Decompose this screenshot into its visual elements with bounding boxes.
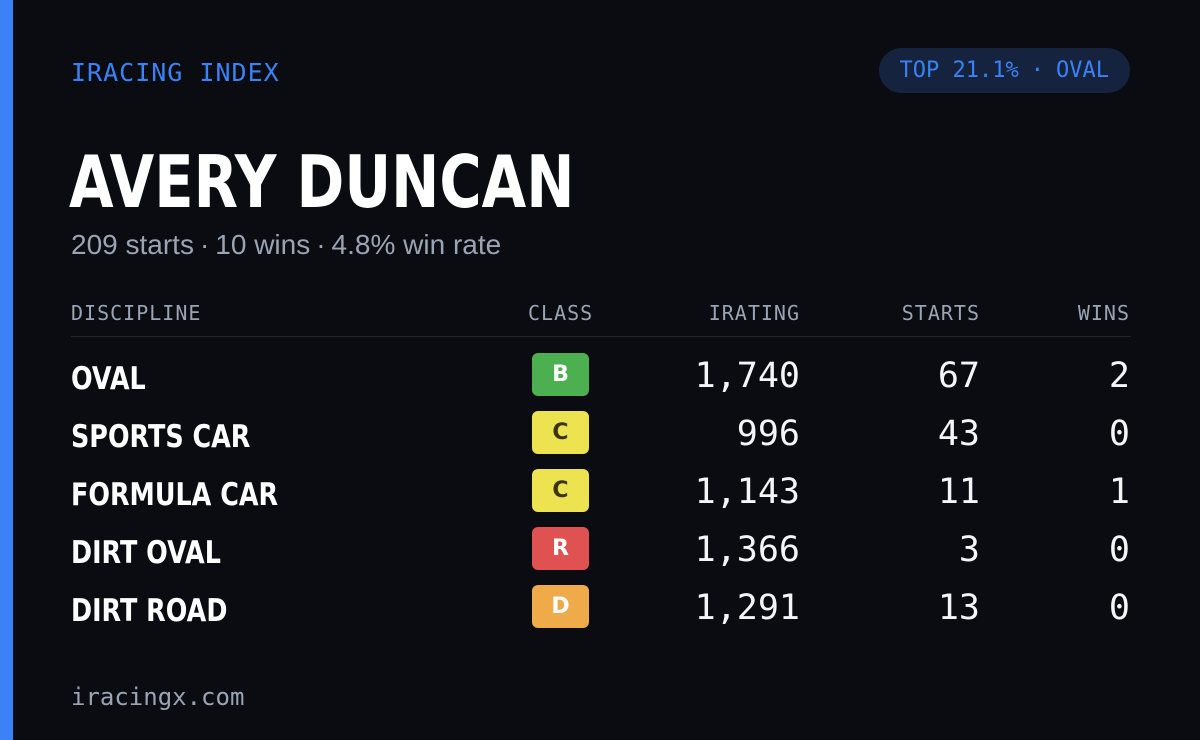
wins-value: 0 <box>1108 530 1130 570</box>
summary-win-rate: 4.8% win rate <box>331 229 502 260</box>
summary-wins: 10 wins <box>215 229 311 260</box>
table-header: DISCIPLINE CLASS IRATING STARTS WINS <box>71 300 1131 337</box>
starts-value: 3 <box>958 530 980 570</box>
wins-value: 0 <box>1108 588 1130 628</box>
header-starts: STARTS <box>901 301 980 325</box>
table-row: FORMULA CAR C 1,143 11 1 <box>71 469 1131 527</box>
class-badge: B <box>532 353 589 396</box>
starts-value: 67 <box>937 356 980 396</box>
wins-value: 0 <box>1108 414 1130 454</box>
discipline-table: DISCIPLINE CLASS IRATING STARTS WINS OVA… <box>71 300 1131 643</box>
discipline-name: DIRT OVAL <box>71 535 221 571</box>
header-class: CLASS <box>528 301 594 325</box>
brand-label: IRACING INDEX <box>71 58 280 87</box>
irating-value: 996 <box>736 414 800 454</box>
summary-separator: · <box>316 229 326 260</box>
table-row: OVAL B 1,740 67 2 <box>71 353 1131 411</box>
discipline-name: SPORTS CAR <box>71 419 251 455</box>
class-badge: R <box>532 527 589 570</box>
irating-value: 1,143 <box>694 472 800 512</box>
percentile-discipline: OVAL <box>1056 58 1109 83</box>
discipline-name: FORMULA CAR <box>71 477 279 513</box>
wins-value: 1 <box>1108 472 1130 512</box>
discipline-name: OVAL <box>71 361 146 397</box>
starts-value: 11 <box>937 472 980 512</box>
discipline-name: DIRT ROAD <box>71 593 228 629</box>
header-discipline: DISCIPLINE <box>71 301 202 325</box>
class-badge: D <box>532 585 589 628</box>
irating-value: 1,366 <box>694 530 800 570</box>
summary-separator: · <box>199 229 210 260</box>
starts-value: 13 <box>937 588 980 628</box>
driver-name: AVERY DUNCAN <box>69 140 575 224</box>
summary-starts: 209 starts <box>71 229 194 260</box>
class-badge: C <box>532 469 589 512</box>
table-row: DIRT OVAL R 1,366 3 0 <box>71 527 1131 585</box>
irating-value: 1,291 <box>694 588 800 628</box>
header-irating: IRATING <box>708 301 800 325</box>
percentile-rank: TOP 21.1% <box>899 58 1019 83</box>
accent-bar <box>0 0 13 740</box>
percentile-pill: TOP 21.1% · OVAL <box>878 48 1130 93</box>
class-badge: C <box>532 411 589 454</box>
table-row: DIRT ROAD D 1,291 13 0 <box>71 585 1131 643</box>
starts-value: 43 <box>937 414 980 454</box>
table-body: OVAL B 1,740 67 2 SPORTS CAR C 996 43 0 … <box>71 353 1131 643</box>
wins-value: 2 <box>1108 356 1130 396</box>
driver-summary: 209 starts · 10 wins · 4.8% win rate <box>71 229 501 261</box>
footer-link[interactable]: iracingx.com <box>71 683 245 711</box>
irating-value: 1,740 <box>694 356 800 396</box>
pill-separator: · <box>1030 58 1045 83</box>
table-row: SPORTS CAR C 996 43 0 <box>71 411 1131 469</box>
header-wins: WINS <box>1077 301 1130 325</box>
